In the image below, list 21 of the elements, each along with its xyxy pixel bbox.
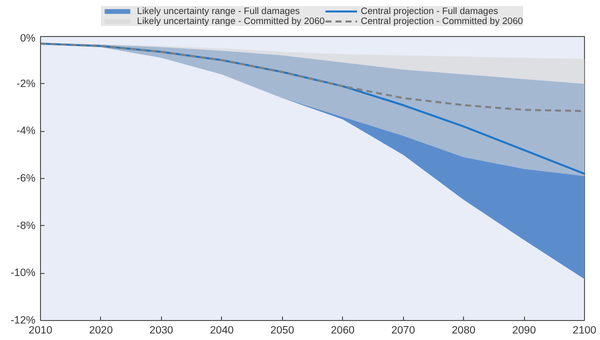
legend-label: Central projection - Full damages	[360, 6, 498, 16]
y-tick-label: -6%	[16, 172, 36, 184]
x-tick-label: 2030	[150, 324, 174, 336]
x-tick-label: 2050	[270, 324, 294, 336]
x-tick-label: 2100	[572, 324, 596, 336]
x-tick-label: 2010	[28, 324, 52, 336]
x-tick-label: 2060	[330, 324, 355, 336]
x-tick-label: 2020	[89, 324, 113, 336]
y-tick-label: -12%	[10, 314, 36, 326]
legend-label: Likely uncertainty range - Full damages	[137, 6, 300, 16]
y-tick-label: -4%	[16, 125, 36, 138]
x-tick-label: 2090	[512, 324, 536, 336]
x-tick-label: 2080	[452, 324, 476, 336]
x-tick-label: 2070	[391, 324, 416, 336]
legend-label: Likely uncertainty range - Committed by 2060	[137, 16, 325, 26]
y-tick-label: -8%	[16, 220, 36, 232]
y-tick-label: -10%	[10, 267, 36, 280]
legend-label: Central projection - Committed by 2060	[360, 16, 523, 26]
y-tick-label: -2%	[16, 78, 36, 90]
x-tick-label: 2040	[210, 324, 234, 336]
y-tick-label: 0%	[20, 32, 36, 44]
